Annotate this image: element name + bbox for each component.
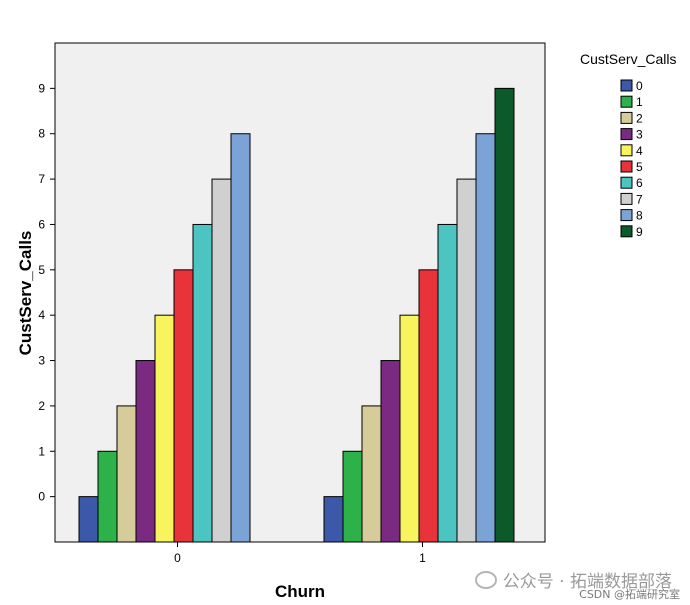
- legend-swatch: [620, 160, 633, 173]
- legend-label: 4: [636, 144, 643, 158]
- x-tick-label: 1: [419, 551, 426, 565]
- legend-label: 5: [636, 160, 643, 174]
- y-tick-label: 8: [38, 127, 45, 141]
- legend-label: 0: [636, 79, 643, 93]
- legend: CustServ_Calls 0 1 2 3 4 5 6 7 8 9: [580, 51, 676, 239]
- bar-churn-0-calls-7: [211, 178, 232, 543]
- legend-label: 6: [636, 176, 643, 190]
- y-tick-label: 3: [38, 354, 45, 368]
- bar-churn-1-calls-3: [380, 360, 401, 543]
- y-tick-label: 9: [38, 81, 45, 95]
- y-tick-label: 4: [38, 308, 45, 322]
- bar-churn-0-calls-8: [230, 133, 251, 543]
- bar-churn-0-calls-2: [116, 405, 137, 543]
- legend-label: 1: [636, 95, 643, 109]
- legend-swatch: [620, 111, 633, 124]
- bar-series: [78, 87, 515, 543]
- legend-label: 2: [636, 111, 643, 125]
- legend-label: 8: [636, 209, 643, 223]
- bar-churn-1-calls-0: [323, 496, 344, 543]
- bar-churn-0-calls-6: [192, 223, 213, 543]
- bar-churn-1-calls-1: [342, 450, 363, 543]
- bar-churn-0-calls-0: [78, 496, 99, 543]
- legend-swatch: [620, 79, 633, 92]
- y-tick-label: 1: [38, 444, 45, 458]
- legend-swatch: [620, 176, 633, 189]
- legend-label: 9: [636, 225, 643, 239]
- bar-churn-1-calls-6: [437, 223, 458, 543]
- y-axis-title: CustServ_Calls: [16, 231, 35, 356]
- y-axis: 0 1 2 3 4 5 6 7 8 9: [38, 81, 55, 504]
- y-tick-label: 5: [38, 263, 45, 277]
- bar-churn-1-calls-4: [399, 314, 420, 543]
- legend-swatch: [620, 144, 633, 157]
- y-tick-label: 2: [38, 399, 45, 413]
- legend-swatch: [620, 192, 633, 205]
- watermark-text: 公众号 · 拓端数据部落: [502, 572, 672, 592]
- legend-swatch: [620, 209, 633, 222]
- bar-churn-1-calls-7: [456, 178, 477, 543]
- bar-churn-1-calls-8: [475, 133, 496, 543]
- y-tick-label: 6: [38, 217, 45, 231]
- y-tick-label: 0: [38, 490, 45, 504]
- bar-churn-1-calls-5: [418, 269, 439, 543]
- legend-swatch: [620, 225, 633, 238]
- watermark: 公众号 · 拓端数据部落: [474, 567, 672, 592]
- legend-label: 3: [636, 128, 643, 142]
- credit-text: CSDN @拓端研究室: [579, 588, 680, 601]
- x-axis-title: Churn: [275, 582, 325, 601]
- legend-label: 7: [636, 192, 643, 206]
- legend-swatch: [620, 128, 633, 141]
- wechat-icon: [474, 571, 497, 589]
- legend-title: CustServ_Calls: [580, 51, 676, 67]
- x-tick-label: 0: [174, 551, 181, 565]
- y-tick-label: 7: [38, 172, 45, 186]
- bar-churn-1-calls-9: [494, 87, 515, 543]
- bar-churn-0-calls-5: [173, 269, 194, 543]
- bar-churn-0-calls-4: [154, 314, 175, 543]
- legend-swatch: [620, 95, 633, 108]
- bar-churn-1-calls-2: [361, 405, 382, 543]
- bar-churn-0-calls-3: [135, 360, 156, 543]
- bar-churn-0-calls-1: [97, 450, 118, 543]
